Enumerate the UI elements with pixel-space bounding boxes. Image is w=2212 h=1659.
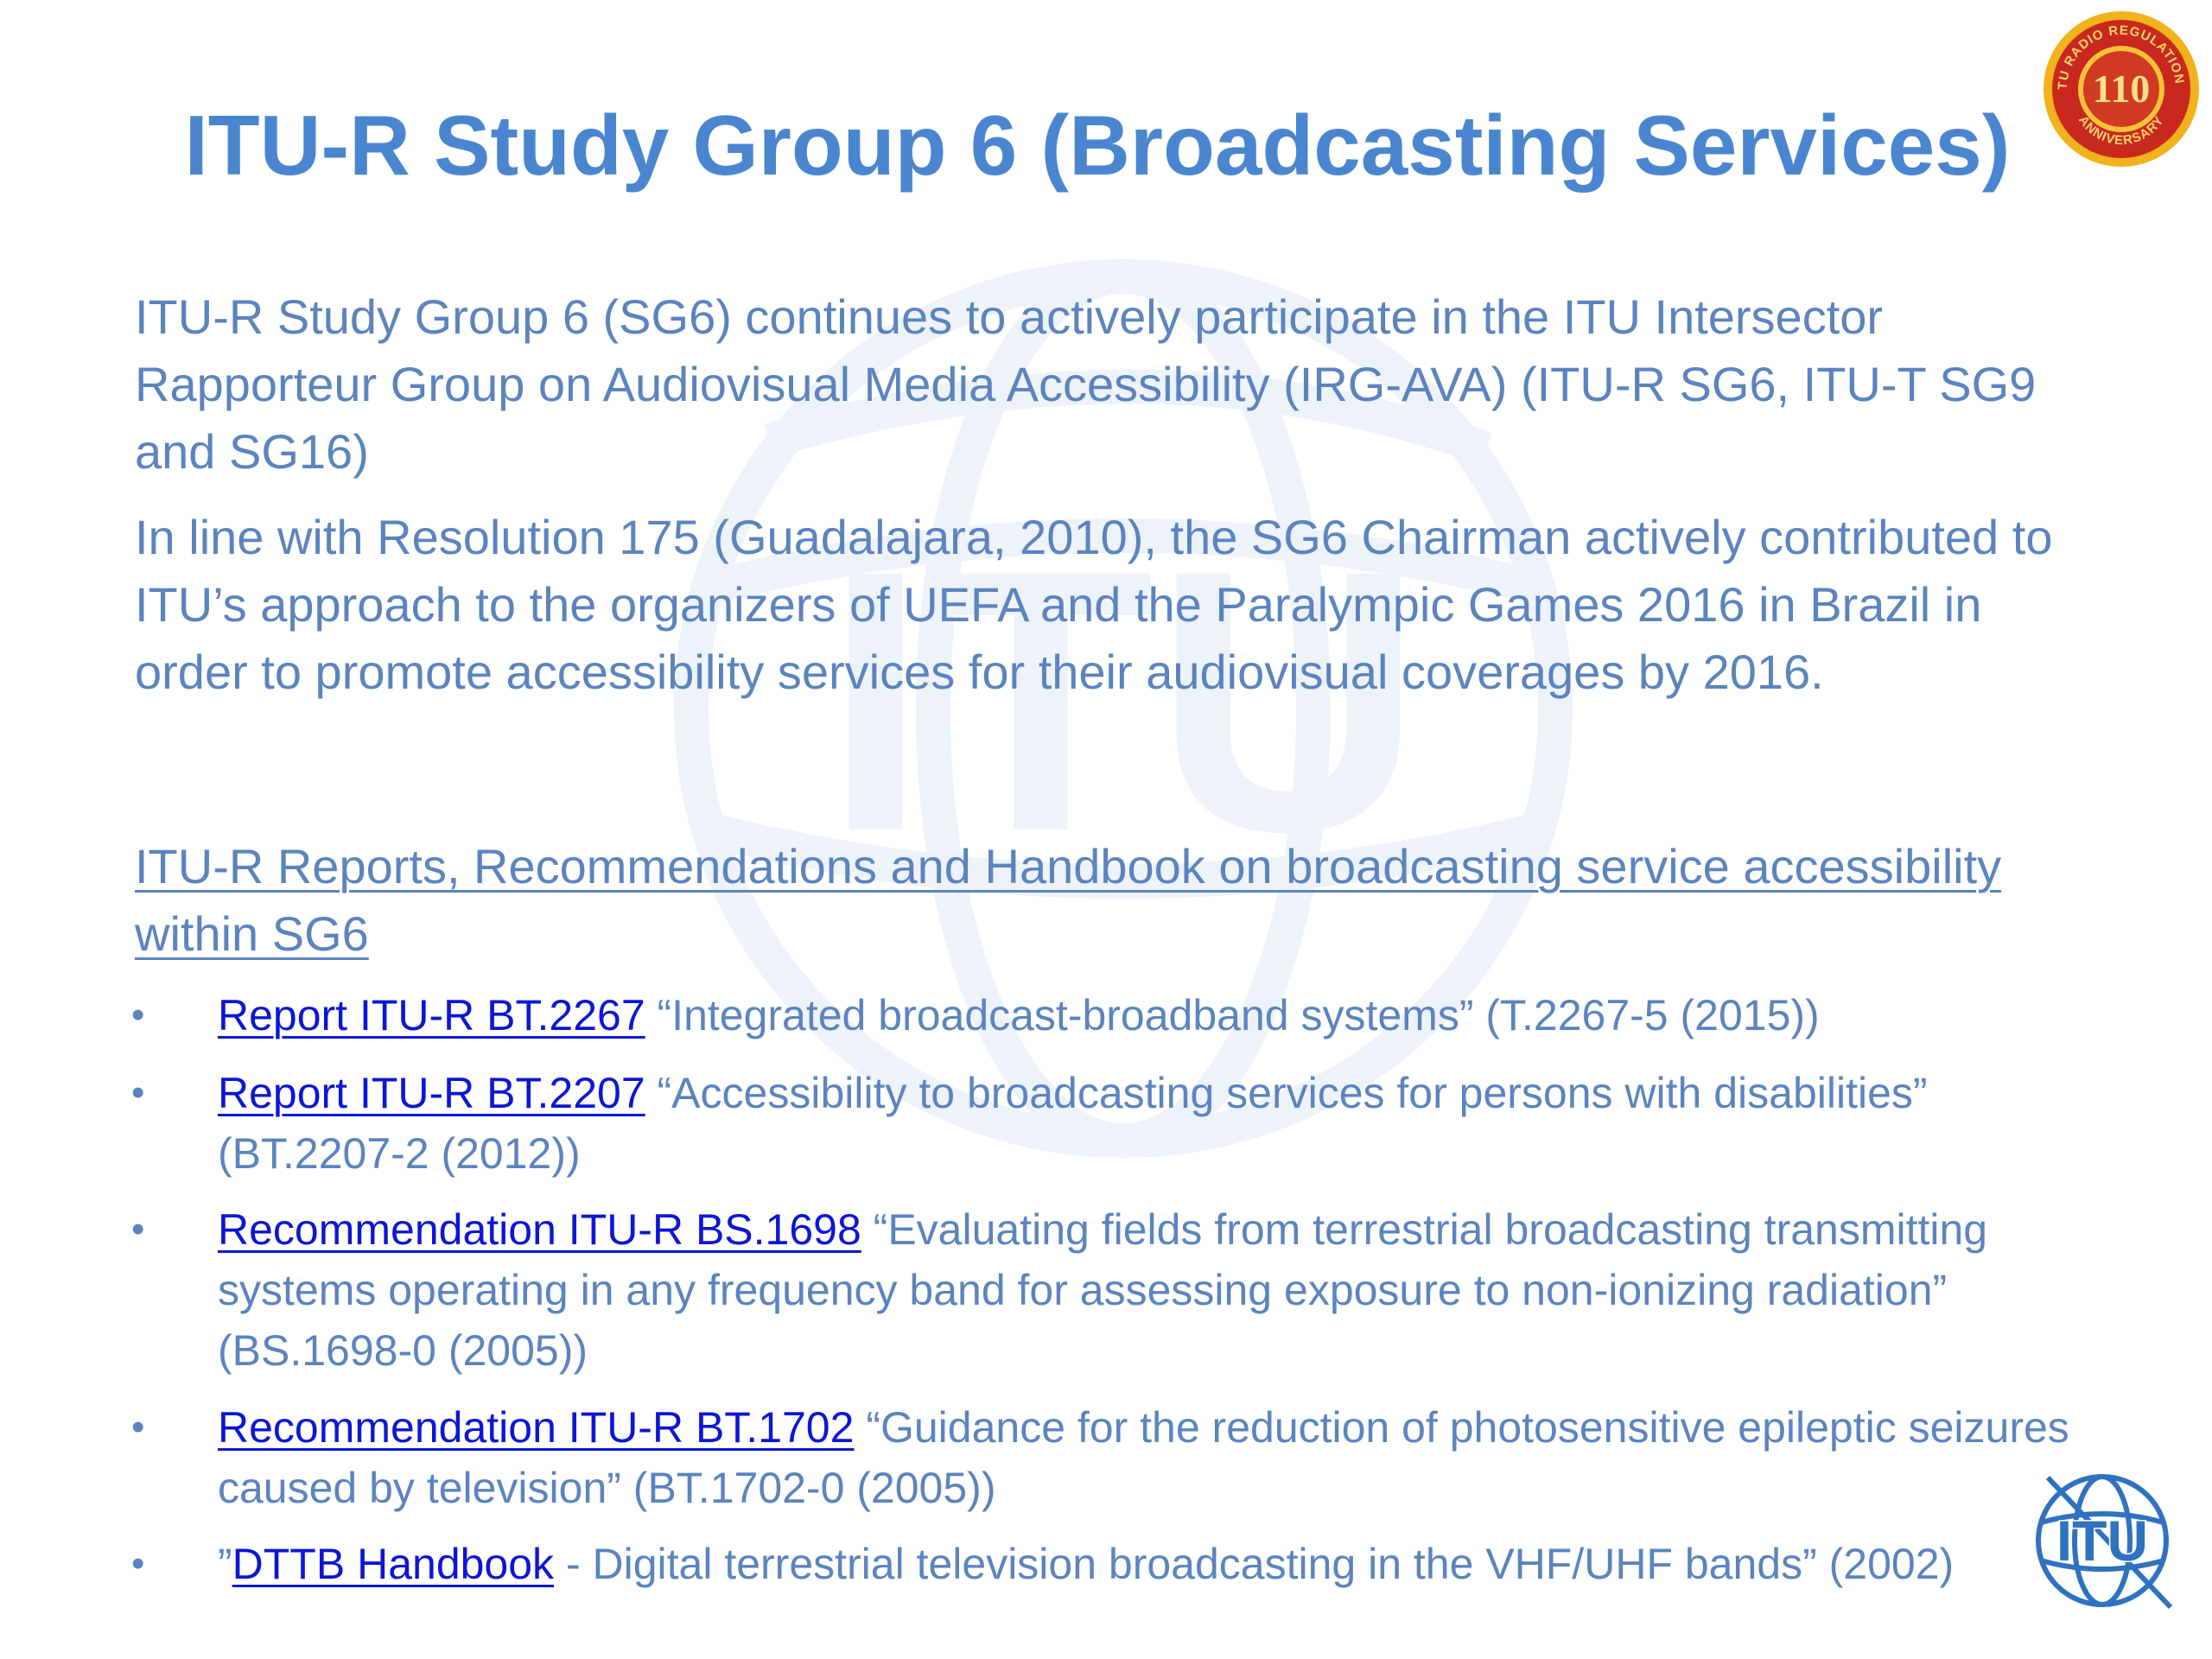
- paragraph-resolution-175: In line with Resolution 175 (Guadalajara…: [135, 510, 2053, 699]
- recommendation-bt1702-link[interactable]: Recommendation ITU-R BT.1702: [218, 1403, 855, 1452]
- bullet-icon: •: [131, 1208, 145, 1250]
- dttb-handbook-link[interactable]: DTTB Handbook: [232, 1540, 555, 1588]
- itu-watermark-icon: ITU: [674, 259, 1573, 1158]
- item-description: “Accessibility to broadcasting services …: [218, 1069, 1928, 1178]
- badge-number: 110: [2093, 67, 2150, 111]
- report-bt2267-link[interactable]: Report ITU-R BT.2267: [218, 991, 645, 1039]
- item-description: - Digital terrestrial television broadca…: [554, 1540, 1955, 1588]
- recommendation-bs1698-link[interactable]: Recommendation ITU-R BS.1698: [218, 1205, 861, 1254]
- logo-text: ITU: [2056, 1509, 2148, 1573]
- paragraph-sg6-participation: ITU-R Study Group 6 (SG6) continues to a…: [135, 289, 2037, 479]
- watermark-text: ITU: [824, 494, 1423, 909]
- item-prefix: ”: [218, 1540, 232, 1588]
- bullet-icon: •: [131, 1406, 145, 1448]
- slide-title: ITU-R Study Group 6 (Broadcasting Servic…: [184, 98, 2011, 193]
- bullet-icon: •: [131, 1071, 145, 1114]
- bullet-icon: •: [131, 994, 145, 1036]
- anniversary-badge-icon: ITU RADIO REGULATIONS ANNIVERSARY 110: [2041, 9, 2199, 167]
- item-description: “Guidance for the reduction of photosens…: [218, 1403, 2069, 1512]
- item-description: “Integrated broadcast-broadband systems”…: [645, 991, 1820, 1039]
- report-bt2207-link[interactable]: Report ITU-R BT.2207: [218, 1069, 645, 1117]
- section-heading-link[interactable]: ITU-R Reports, Recommendations and Handb…: [135, 839, 2002, 961]
- item-description: “Evaluating fields from terrestrial broa…: [218, 1205, 1988, 1375]
- itu-logo-icon: ITU: [2036, 1474, 2173, 1610]
- bullet-icon: •: [131, 1542, 145, 1585]
